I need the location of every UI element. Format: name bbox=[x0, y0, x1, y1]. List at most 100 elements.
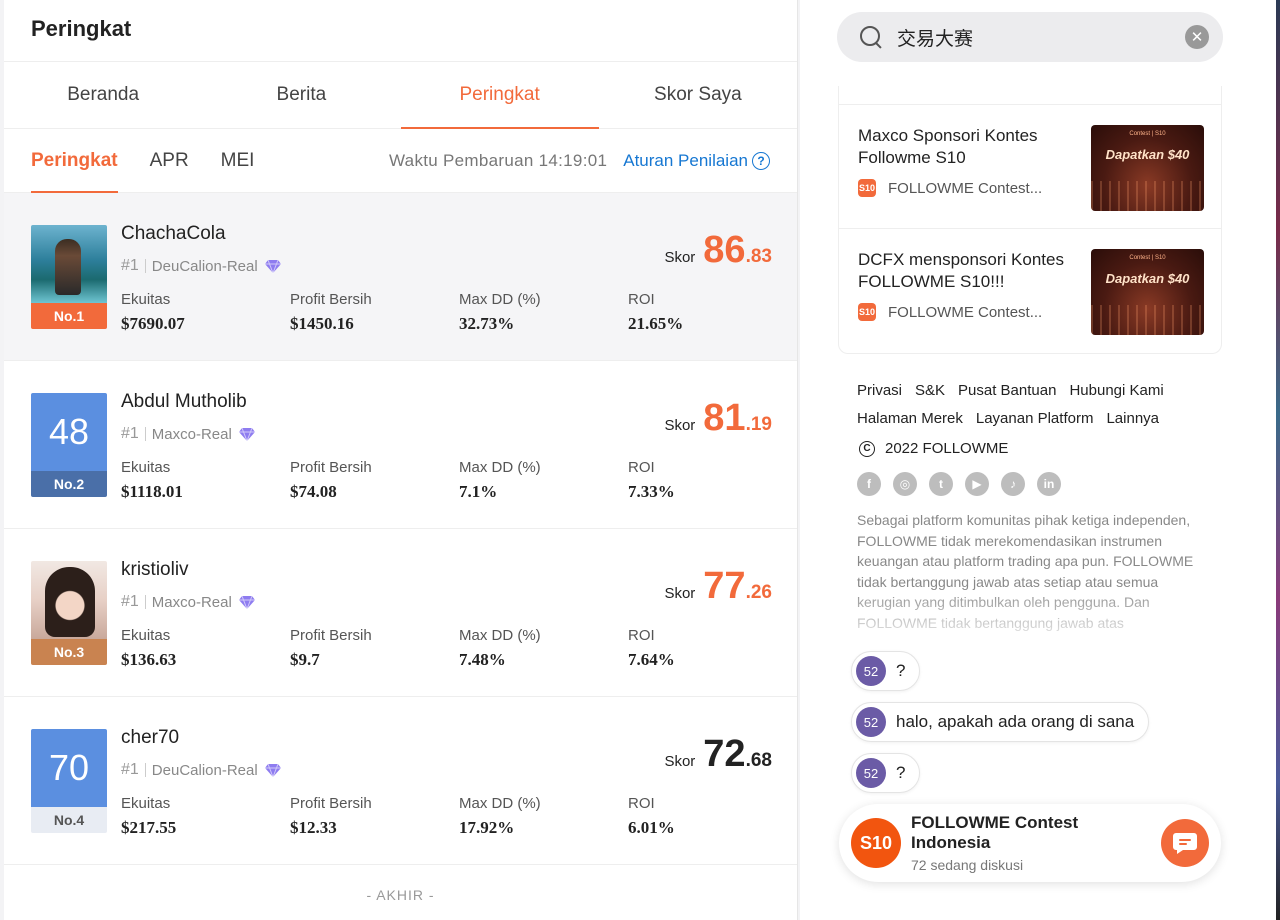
footer-link-terms[interactable]: S&K bbox=[915, 382, 946, 399]
ranking-row[interactable]: No.1 ChachaCola #1 DeuCalion-Real Ekuita… bbox=[4, 193, 797, 361]
user-name[interactable]: cher70 bbox=[121, 727, 180, 748]
divider bbox=[144, 259, 146, 273]
user-name[interactable]: kristioliv bbox=[121, 559, 189, 580]
stat-value: $7690.07 bbox=[121, 314, 185, 333]
chat-avatar: 52 bbox=[856, 656, 886, 686]
chat-message[interactable]: 52 ? bbox=[851, 753, 921, 793]
stat-equity: Ekuitas $7690.07 bbox=[121, 291, 290, 334]
news-thumbnail[interactable]: Contest | S10 Dapatkan $40 bbox=[1091, 249, 1204, 335]
news-source: S10 FOLLOWME Contest... bbox=[858, 179, 1221, 197]
subtab-apr[interactable]: APR bbox=[149, 149, 189, 171]
stat-equity: Ekuitas $1118.01 bbox=[121, 459, 290, 502]
instagram-icon[interactable]: ◎ bbox=[893, 472, 917, 496]
news-item[interactable]: DCFX mensponsori Kontes FOLLOWME S10!!! … bbox=[839, 228, 1221, 352]
tab-beranda[interactable]: Beranda bbox=[67, 84, 140, 105]
rank-badge: No.3 bbox=[31, 639, 107, 665]
main-tabs: Beranda Berita Peringkat Skor Saya bbox=[4, 62, 797, 129]
chat-message[interactable]: 52 halo, apakah ada orang di sana bbox=[851, 702, 1150, 742]
stat-label: Max DD (%) bbox=[459, 459, 541, 476]
user-meta: #1 Maxco-Real bbox=[121, 425, 256, 443]
tab-berita[interactable]: Berita bbox=[276, 84, 327, 105]
avatar[interactable]: No.3 bbox=[31, 561, 107, 665]
stat-label: ROI bbox=[628, 459, 655, 476]
stat-label: Max DD (%) bbox=[459, 627, 541, 644]
sub-tab-bar: Peringkat APR MEI Waktu Pembaruan 14:19:… bbox=[4, 129, 797, 193]
score-integer: 81 bbox=[703, 397, 746, 439]
avatar[interactable]: 48 No.2 bbox=[31, 393, 107, 497]
account-name: DeuCalion-Real bbox=[151, 761, 258, 779]
stat-label: Profit Bersih bbox=[290, 291, 372, 308]
divider bbox=[144, 427, 146, 441]
tiktok-icon[interactable]: ♪ bbox=[1001, 472, 1025, 496]
score: Skor 86 .83 bbox=[664, 229, 772, 272]
subtab-mei[interactable]: MEI bbox=[220, 149, 255, 171]
news-title[interactable]: DCFX mensponsori Kontes FOLLOWME S10!!! bbox=[858, 250, 1064, 291]
verified-gem-icon bbox=[238, 427, 255, 443]
account-position: #1 bbox=[121, 257, 139, 274]
stat-label: Max DD (%) bbox=[459, 291, 541, 308]
score-decimal: .68 bbox=[745, 750, 772, 771]
open-chat-button[interactable] bbox=[1161, 819, 1209, 867]
ranking-row[interactable]: 48 No.2 Abdul Mutholib #1 Maxco-Real Eku… bbox=[4, 361, 797, 529]
user-name[interactable]: ChachaCola bbox=[121, 223, 226, 244]
account-name: Maxco-Real bbox=[151, 593, 232, 611]
group-name: FOLLOWME Contest Indonesia bbox=[911, 813, 1079, 852]
footer-link-brand-page[interactable]: Halaman Merek bbox=[857, 410, 963, 427]
s10-group-logo: S10 bbox=[851, 818, 901, 868]
footer-link-help-center[interactable]: Pusat Bantuan bbox=[958, 382, 1057, 399]
news-source-label: FOLLOWME Contest... bbox=[888, 303, 1043, 321]
news-thumbnail[interactable]: Contest | S10 Dapatkan $40 bbox=[1091, 125, 1204, 211]
subtab-peringkat[interactable]: Peringkat bbox=[31, 129, 118, 193]
search-input[interactable] bbox=[897, 26, 1185, 48]
stat-value: 7.1% bbox=[459, 482, 498, 501]
score-label: Skor bbox=[664, 753, 696, 770]
scoring-rules-label: Aturan Penilaian bbox=[623, 150, 748, 170]
footer-link-privasi[interactable]: Privasi bbox=[857, 382, 903, 399]
search-bar[interactable]: ✕ bbox=[837, 12, 1223, 62]
stats: Ekuitas $217.55 Profit Bersih $12.33 Max D… bbox=[121, 795, 797, 838]
stats: Ekuitas $136.63 Profit Bersih $9.7 Max DD … bbox=[121, 627, 797, 670]
avatar[interactable]: 70 No.4 bbox=[31, 729, 107, 833]
avatar[interactable]: No.1 bbox=[31, 225, 107, 329]
rank-badge: No.4 bbox=[31, 807, 107, 833]
tab-skor-saya[interactable]: Skor Saya bbox=[654, 84, 742, 105]
help-icon[interactable]: ? bbox=[752, 151, 770, 170]
group-chat-card[interactable]: S10 FOLLOWME Contest Indonesia 72 sedang… bbox=[839, 804, 1221, 882]
stat-roi: ROI 7.33% bbox=[628, 459, 797, 502]
divider bbox=[144, 763, 146, 777]
rank-badge: No.2 bbox=[31, 471, 107, 497]
stat-value: 6.01% bbox=[628, 818, 675, 837]
twitter-icon[interactable]: t bbox=[929, 472, 953, 496]
stat-profit: Profit Bersih $1450.16 bbox=[290, 291, 459, 334]
avatar-photo bbox=[31, 225, 107, 303]
score-label: Skor bbox=[664, 249, 696, 266]
stat-maxdd: Max DD (%) 17.92% bbox=[459, 795, 628, 838]
clear-search-icon[interactable]: ✕ bbox=[1185, 25, 1209, 49]
footer-link-more[interactable]: Lainnya bbox=[1106, 410, 1159, 427]
linkedin-icon[interactable]: in bbox=[1037, 472, 1061, 496]
stat-label: ROI bbox=[628, 795, 655, 812]
footer-link-contact[interactable]: Hubungi Kami bbox=[1069, 382, 1164, 399]
stat-maxdd: Max DD (%) 7.48% bbox=[459, 627, 628, 670]
news-title[interactable]: Maxco Sponsori Kontes Followme S10 bbox=[858, 126, 1038, 167]
ranking-row[interactable]: No.3 kristioliv #1 Maxco-Real Ekuitas $13… bbox=[4, 529, 797, 697]
news-item[interactable]: Maxco Sponsori Kontes Followme S10 S10 F… bbox=[839, 104, 1221, 228]
stat-profit: Profit Bersih $12.33 bbox=[290, 795, 459, 838]
chat-message[interactable]: 52 ? bbox=[851, 651, 921, 691]
verified-gem-icon bbox=[264, 259, 281, 275]
group-info: FOLLOWME Contest Indonesia 72 sedang dis… bbox=[911, 813, 1161, 873]
facebook-icon[interactable]: f bbox=[857, 472, 881, 496]
youtube-icon[interactable]: ▶ bbox=[965, 472, 989, 496]
stat-value: 21.65% bbox=[628, 314, 684, 333]
ranking-row[interactable]: 70 No.4 cher70 #1 DeuCalion-Real Ekuitas… bbox=[4, 697, 797, 865]
score: Skor 81 .19 bbox=[664, 397, 772, 440]
account-name: DeuCalion-Real bbox=[151, 257, 258, 275]
footer-link-platform-services[interactable]: Layanan Platform bbox=[975, 410, 1094, 427]
score-decimal: .83 bbox=[745, 246, 772, 267]
user-name[interactable]: Abdul Mutholib bbox=[121, 391, 247, 412]
stat-roi: ROI 7.64% bbox=[628, 627, 797, 670]
stat-label: Profit Bersih bbox=[290, 795, 372, 812]
stat-label: Ekuitas bbox=[121, 459, 171, 476]
scoring-rules-link[interactable]: Aturan Penilaian ? bbox=[623, 151, 770, 171]
tab-peringkat[interactable]: Peringkat bbox=[400, 62, 600, 129]
